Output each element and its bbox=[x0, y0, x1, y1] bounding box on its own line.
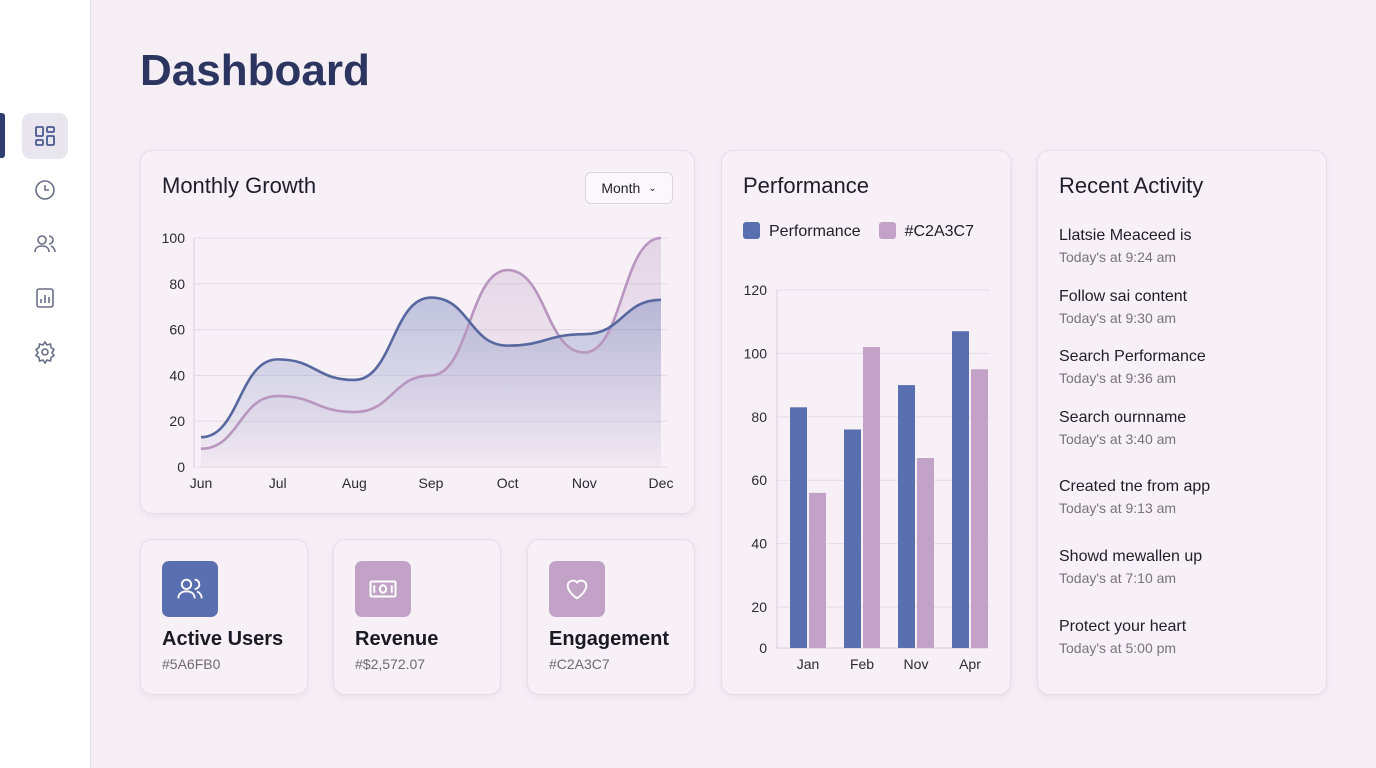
dashboard-icon bbox=[35, 126, 55, 146]
sidebar bbox=[0, 0, 91, 768]
page-title: Dashboard bbox=[140, 46, 370, 95]
activity-text: Created tne from app bbox=[1059, 478, 1211, 495]
card-title: Recent Activity bbox=[1059, 173, 1204, 198]
stat-value: #$2,572.07 bbox=[355, 656, 426, 672]
y-tick-label: 40 bbox=[169, 367, 185, 383]
activity-text: Protect your heart bbox=[1059, 618, 1187, 635]
clock-icon bbox=[35, 180, 55, 200]
series-area bbox=[201, 297, 661, 467]
bar bbox=[971, 369, 988, 648]
activity-text: Search ournname bbox=[1059, 409, 1187, 426]
bar bbox=[844, 429, 861, 648]
y-tick-label: 40 bbox=[751, 536, 767, 552]
sidebar-item-dashboard[interactable] bbox=[22, 113, 68, 159]
sidebar-item-history[interactable] bbox=[22, 167, 68, 213]
activity-item[interactable]: Showd mewallen up Today's at 7:10 am bbox=[1059, 548, 1202, 586]
sidebar-item-users[interactable] bbox=[22, 221, 68, 267]
y-tick-label: 60 bbox=[751, 472, 767, 488]
dropdown-value: Month bbox=[601, 180, 641, 196]
performance-card: Performance Performance #C2A3C7 0 20 40 60 8… bbox=[721, 150, 1011, 695]
bar bbox=[863, 347, 880, 648]
card-title: Monthly Growth bbox=[162, 173, 317, 198]
y-tick-label: 80 bbox=[751, 409, 767, 425]
stat-label: Active Users bbox=[162, 628, 284, 650]
bar bbox=[952, 331, 969, 648]
stat-card-engagement[interactable]: Engagement #C2A3C7 bbox=[527, 539, 695, 695]
activity-time: Today's at 3:40 am bbox=[1059, 431, 1177, 447]
activity-text: Showd mewallen up bbox=[1059, 548, 1203, 565]
recent-activity-card: Recent Activity Llatsie Meaceed is Today'… bbox=[1037, 150, 1327, 695]
active-indicator bbox=[0, 113, 5, 158]
series-line bbox=[200, 236, 662, 450]
x-tick-label: Jan bbox=[797, 656, 820, 672]
report-icon bbox=[36, 288, 54, 308]
card-title: Performance bbox=[743, 173, 869, 198]
stat-value: #5A6FB0 bbox=[162, 656, 221, 672]
stat-value: #C2A3C7 bbox=[549, 656, 610, 672]
activity-item[interactable]: Search Performance Today's at 9:36 am bbox=[1059, 348, 1206, 386]
stat-label: Engagement bbox=[549, 628, 670, 650]
y-tick-label: 80 bbox=[169, 276, 185, 292]
y-tick-label: 120 bbox=[744, 282, 768, 298]
activity-item[interactable]: Follow sai content Today's at 9:30 am bbox=[1059, 288, 1187, 326]
x-tick-label: Feb bbox=[850, 656, 874, 672]
x-tick-label: Oct bbox=[497, 475, 519, 491]
stat-label: Revenue bbox=[355, 628, 439, 650]
y-tick-label: 60 bbox=[169, 322, 185, 338]
y-tick-label: 100 bbox=[744, 345, 768, 361]
series-line bbox=[200, 296, 662, 439]
y-tick-label: 0 bbox=[759, 640, 767, 656]
activity-time: Today's at 9:36 am bbox=[1059, 370, 1177, 386]
users-icon bbox=[177, 578, 203, 599]
activity-text: Follow sai content bbox=[1059, 288, 1188, 305]
users-icon bbox=[34, 235, 56, 253]
stat-card-active-users[interactable]: Active Users #5A6FB0 bbox=[140, 539, 308, 695]
monthly-growth-chart: 0 20 40 60 80 100 Jun Jul Aug Sep Oct Nov Dec bbox=[162, 230, 674, 491]
chevron-down-icon: ⌄ bbox=[648, 182, 657, 194]
x-tick-label: Jul bbox=[269, 475, 287, 491]
money-icon bbox=[369, 580, 397, 598]
sidebar-item-settings[interactable] bbox=[22, 329, 68, 375]
bar bbox=[809, 492, 826, 648]
bar bbox=[790, 407, 807, 648]
y-tick-label: 0 bbox=[177, 459, 185, 475]
period-dropdown[interactable]: Month ⌄ bbox=[585, 172, 673, 204]
activity-text: Llatsie Meaceed is bbox=[1059, 227, 1192, 244]
legend-item: #C2A3C7 bbox=[878, 222, 974, 241]
chart-legend: Performance #C2A3C7 bbox=[743, 222, 974, 241]
sidebar-item-reports[interactable] bbox=[22, 275, 68, 321]
activity-time: Today's at 9:30 am bbox=[1059, 310, 1177, 326]
x-tick-label: Apr bbox=[959, 656, 981, 672]
stat-card-revenue[interactable]: Revenue #$2,572.07 bbox=[333, 539, 501, 695]
bar bbox=[898, 385, 915, 648]
performance-chart: 0 20 40 60 80 100 120 Jan Feb Nov Apr bbox=[744, 282, 990, 672]
bar bbox=[917, 458, 934, 648]
heart-icon bbox=[566, 579, 588, 600]
x-tick-label: Dec bbox=[649, 475, 674, 491]
activity-text: Search Performance bbox=[1059, 348, 1206, 365]
activity-time: Today's at 5:00 pm bbox=[1059, 640, 1177, 656]
legend-item: Performance bbox=[743, 222, 861, 241]
gear-icon bbox=[34, 340, 56, 364]
x-tick-label: Nov bbox=[572, 475, 597, 491]
activity-item[interactable]: Search ournname Today's at 3:40 am bbox=[1059, 409, 1186, 447]
y-tick-label: 20 bbox=[751, 599, 767, 615]
activity-time: Today's at 9:24 am bbox=[1059, 249, 1177, 265]
y-tick-label: 100 bbox=[162, 230, 186, 246]
y-tick-label: 20 bbox=[169, 413, 185, 429]
monthly-growth-card: Monthly Growth Month ⌄ 0 20 40 60 80 100 Jun Jul… bbox=[140, 150, 695, 514]
x-tick-label: Jun bbox=[190, 475, 213, 491]
activity-item[interactable]: Protect your heart Today's at 5:00 pm bbox=[1059, 618, 1186, 656]
x-tick-label: Nov bbox=[904, 656, 929, 672]
activity-time: Today's at 9:13 am bbox=[1059, 500, 1177, 516]
x-tick-label: Aug bbox=[342, 475, 367, 491]
activity-item[interactable]: Llatsie Meaceed is Today's at 9:24 am bbox=[1059, 227, 1192, 265]
activity-time: Today's at 7:10 am bbox=[1059, 570, 1177, 586]
x-tick-label: Sep bbox=[419, 475, 444, 491]
activity-item[interactable]: Created tne from app Today's at 9:13 am bbox=[1059, 478, 1210, 516]
